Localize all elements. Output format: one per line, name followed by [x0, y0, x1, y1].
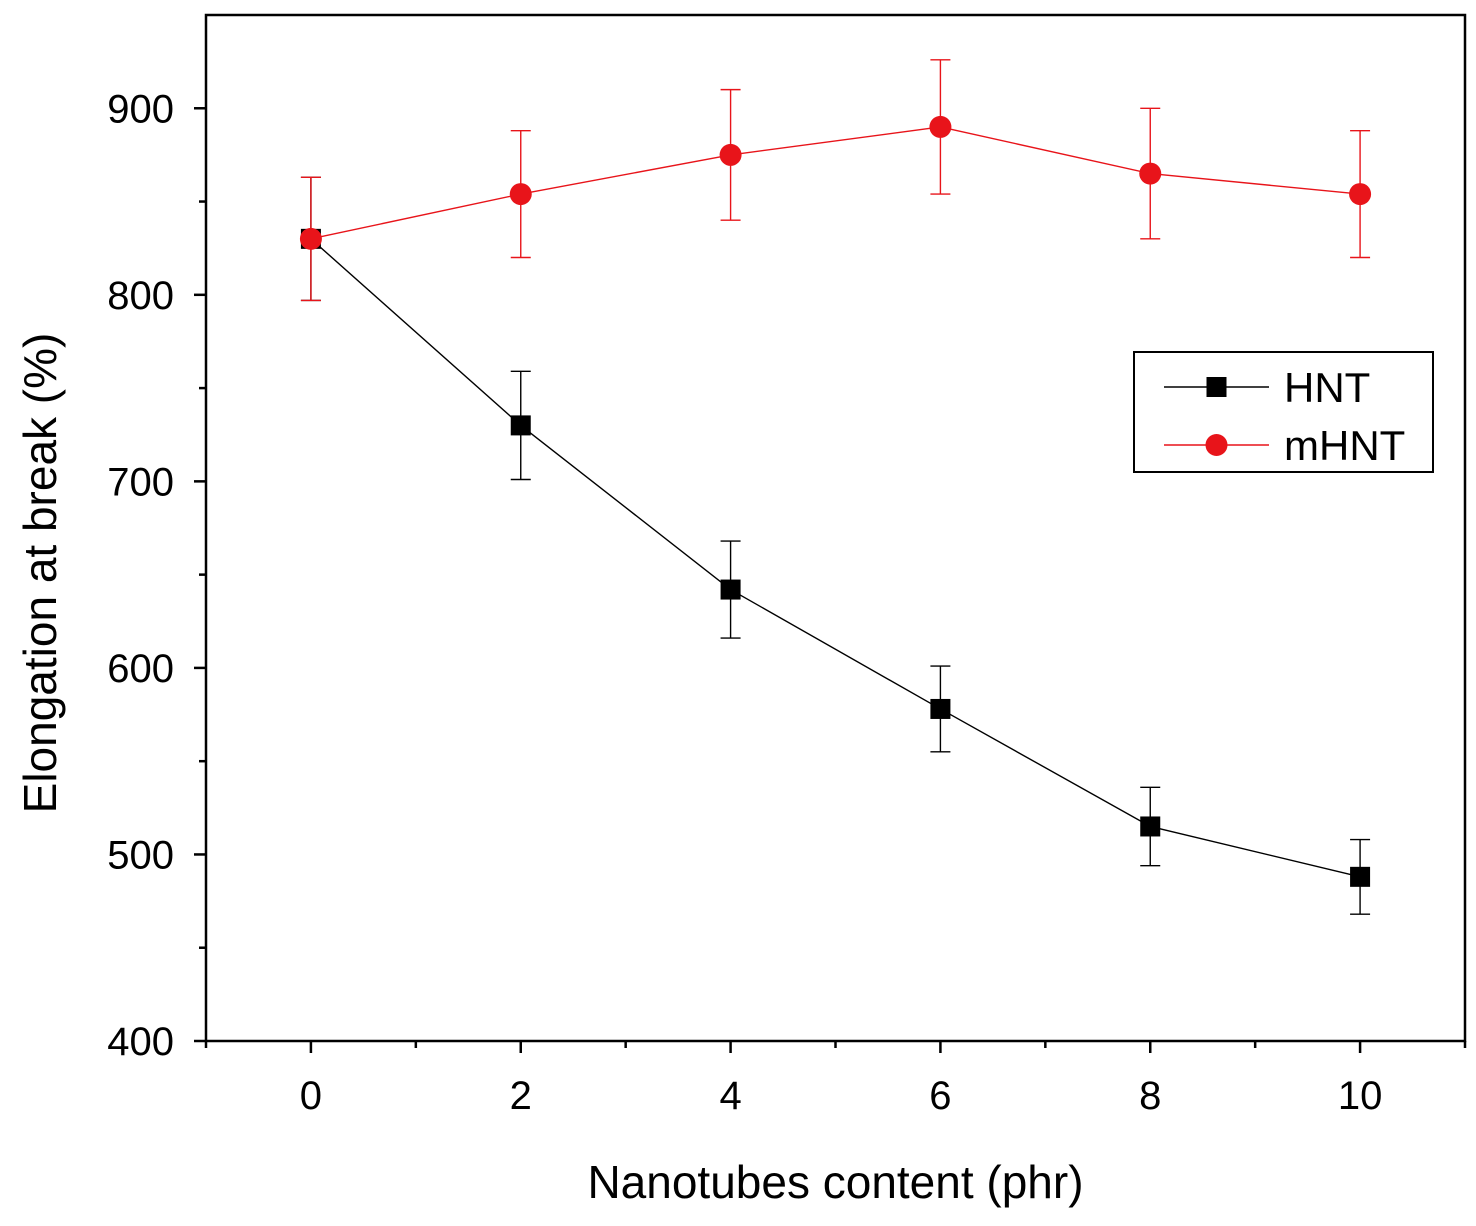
- series-mhnt: [299, 59, 1372, 302]
- y-tick-label: 900: [107, 87, 174, 131]
- y-tick-label: 600: [107, 647, 174, 691]
- y-tick-label: 700: [107, 460, 174, 504]
- legend-marker-circle: [1205, 434, 1228, 456]
- data-point-circle: [509, 183, 532, 206]
- data-point-square: [1350, 866, 1371, 887]
- data-point-circle: [929, 115, 952, 138]
- data-point-square: [510, 415, 531, 436]
- x-tick-label: 0: [300, 1074, 322, 1118]
- series-layer: [299, 59, 1372, 915]
- legend-label-mhnt: mHNT: [1284, 422, 1405, 469]
- series-line-mhnt: [310, 126, 1361, 240]
- plot-border: [204, 13, 1467, 1043]
- y-tick-label: 800: [107, 274, 174, 318]
- data-point-circle: [1349, 183, 1372, 206]
- x-tick-label: 8: [1139, 1074, 1161, 1118]
- y-axis-title: Elongation at break (%): [14, 333, 66, 814]
- data-point-circle: [299, 227, 322, 250]
- legend-marker-square: [1206, 377, 1227, 397]
- y-tick-label: 400: [107, 1020, 174, 1064]
- series-hnt: [300, 176, 1371, 915]
- data-point-square: [720, 579, 741, 600]
- data-point-square: [930, 698, 951, 719]
- x-tick-label: 2: [510, 1074, 532, 1118]
- axis-ticks: [194, 107, 1467, 1053]
- series-line-hnt: [310, 238, 1361, 878]
- x-tick-label: 6: [929, 1074, 951, 1118]
- data-point-circle: [1139, 162, 1162, 185]
- data-point-square: [1140, 816, 1161, 837]
- legend-box: [1133, 351, 1434, 473]
- x-tick-label: 4: [719, 1074, 741, 1118]
- tick-labels: 0 2 4 6 8 10 400 500 600 700 800 900: [107, 87, 1382, 1118]
- y-tick-label: 500: [107, 833, 174, 877]
- legend-label-hnt: HNT: [1284, 364, 1370, 411]
- plot-frame: [204, 13, 1467, 1043]
- legend: HNT mHNT: [1133, 351, 1434, 473]
- x-tick-label: 10: [1338, 1074, 1383, 1118]
- x-axis-title: Nanotubes content (phr): [587, 1156, 1083, 1208]
- data-point-circle: [719, 143, 742, 166]
